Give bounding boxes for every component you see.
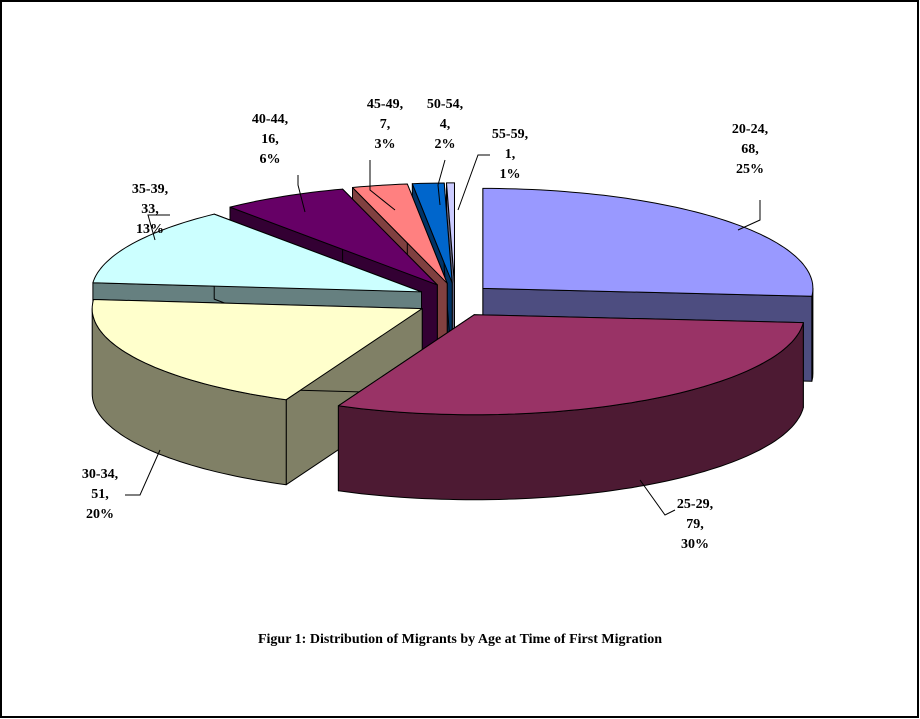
category-label: 20-24, xyxy=(732,122,768,137)
category-label: 25-29, xyxy=(677,497,713,512)
leader-line xyxy=(297,175,306,213)
percent-label: 20% xyxy=(86,507,114,522)
category-label: 45-49, xyxy=(367,97,403,112)
leader-line xyxy=(457,154,490,211)
leader-line xyxy=(125,449,161,496)
category-label: 35-39, xyxy=(132,182,168,197)
percent-label: 25% xyxy=(736,162,764,177)
value-label: 7, xyxy=(380,117,391,132)
category-label: 55-59, xyxy=(492,127,528,142)
leader-line xyxy=(147,214,170,241)
chart-title: Figur 1: Distribution of Migrants by Age… xyxy=(258,632,662,647)
leader-line xyxy=(737,200,761,231)
value-label: 16, xyxy=(261,132,279,147)
pie xyxy=(91,182,814,501)
value-label: 79, xyxy=(686,517,704,532)
labels: 20-24, 68, 25% 25-29, 79, 30% 30-34, 51, 20% 35-3… xyxy=(82,97,768,552)
pie-slice xyxy=(337,314,804,501)
leader-line xyxy=(369,160,396,211)
leader-line xyxy=(639,479,676,516)
percent-label: 6% xyxy=(260,152,281,167)
slice-top xyxy=(91,299,423,401)
percent-label: 30% xyxy=(681,537,709,552)
slice-top xyxy=(482,187,814,297)
slice-top xyxy=(92,213,422,293)
category-label: 40-44, xyxy=(252,112,288,127)
value-label: 51, xyxy=(91,487,109,502)
value-label: 1, xyxy=(505,147,516,162)
leader-line xyxy=(437,159,446,206)
slice-top xyxy=(337,314,804,416)
slice-top xyxy=(229,188,438,286)
value-label: 4, xyxy=(440,117,451,132)
percent-label: 2% xyxy=(435,137,456,152)
slice-wall xyxy=(811,287,814,382)
slice-top xyxy=(446,182,455,284)
category-label: 50-54, xyxy=(427,97,463,112)
percent-label: 1% xyxy=(500,167,521,182)
percent-label: 3% xyxy=(375,137,396,152)
value-label: 68, xyxy=(741,142,759,157)
value-label: 33, xyxy=(141,202,159,217)
category-label: 30-34, xyxy=(82,467,118,482)
slice-top xyxy=(352,183,448,284)
percent-label: 13% xyxy=(136,222,164,237)
slice-top xyxy=(411,182,453,284)
